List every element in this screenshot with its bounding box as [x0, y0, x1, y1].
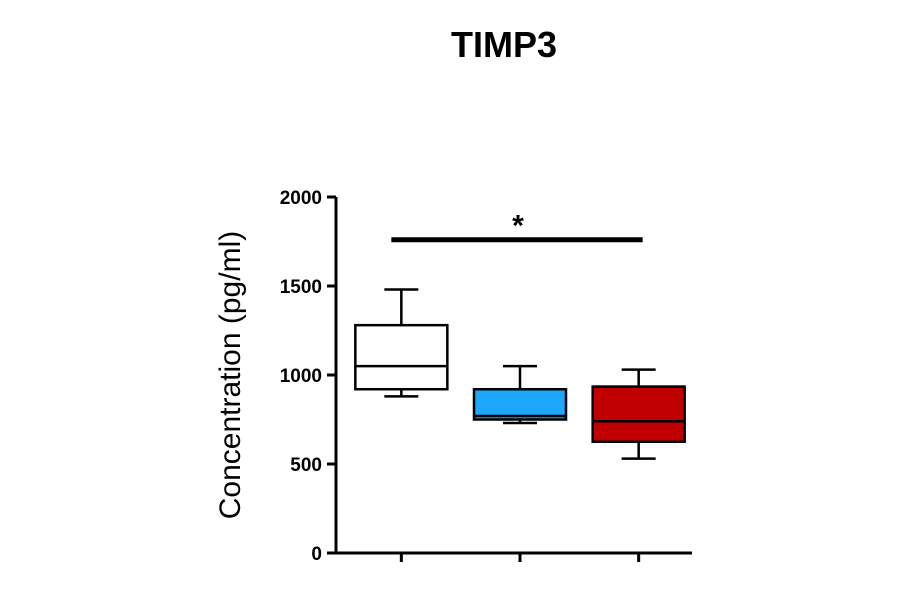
- significance-label: *: [512, 210, 524, 243]
- box-iqr: [354, 323, 449, 391]
- box-plot-group: [591, 368, 686, 460]
- box-iqr: [591, 385, 686, 444]
- y-tick-label: 1000: [280, 366, 322, 387]
- y-tick-label: 500: [290, 455, 322, 476]
- significance-annotation: *: [391, 210, 643, 243]
- box-plot-group: [472, 364, 568, 425]
- y-tick-label: 1500: [280, 277, 322, 298]
- y-axis-label: Concentration (pg/ml): [214, 231, 247, 519]
- y-tick-label: 2000: [280, 188, 322, 209]
- y-tick-label: 0: [311, 544, 322, 565]
- boxes: [354, 288, 686, 460]
- chart-title: TIMP3: [451, 24, 557, 65]
- axes: 0 500 1000 1500 2000: [280, 188, 692, 565]
- box-plot-group: [354, 288, 449, 398]
- box-iqr: [472, 387, 568, 421]
